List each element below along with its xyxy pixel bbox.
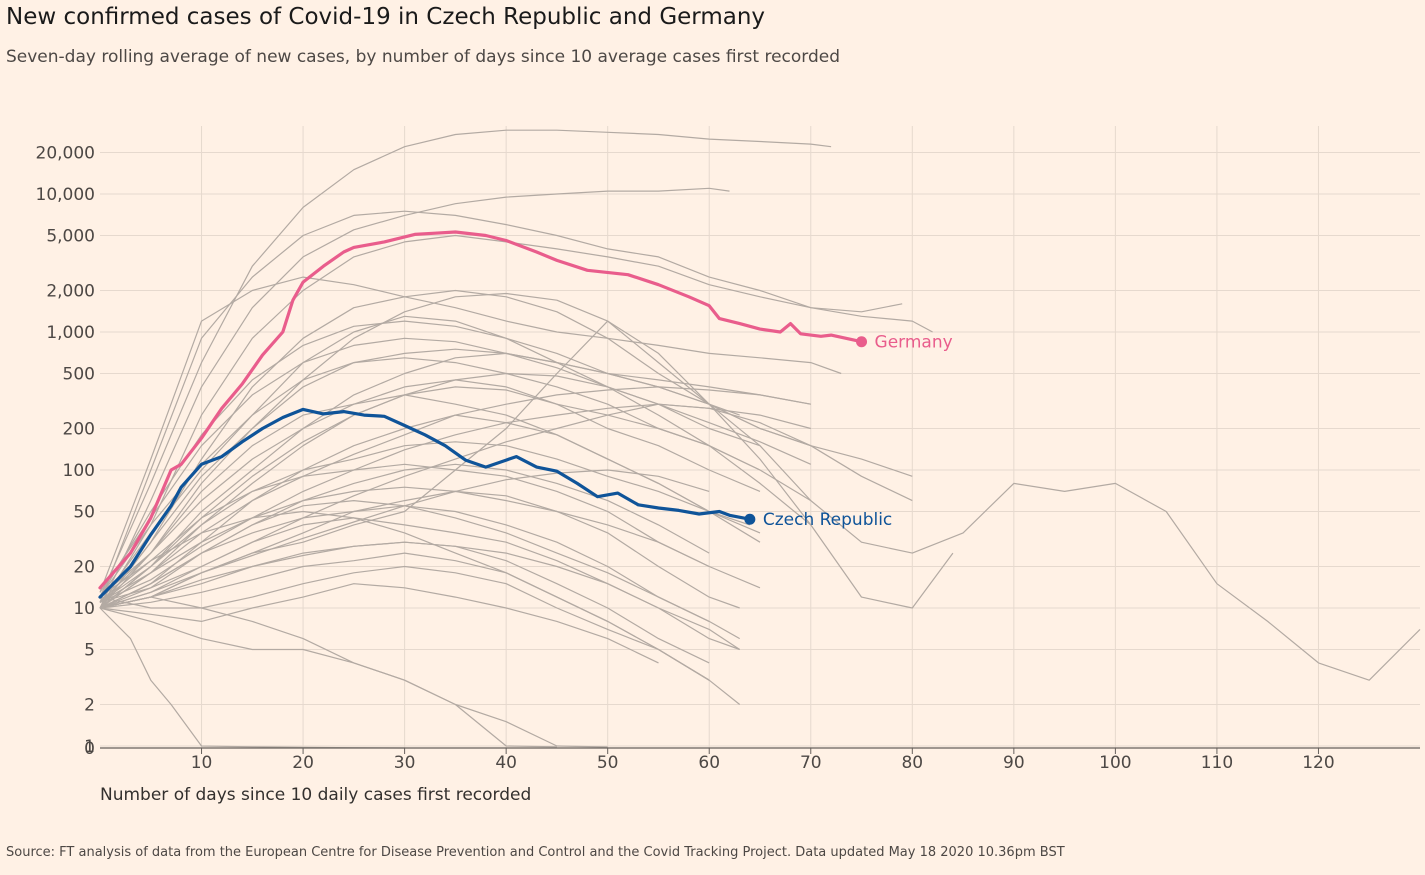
x-tick-label: 60: [698, 753, 720, 773]
grid-lines: [100, 126, 1420, 748]
chart-title: New confirmed cases of Covid-19 in Czech…: [6, 4, 766, 30]
background-country-line: [99, 357, 761, 598]
background-country-line: [99, 386, 811, 609]
background-country-line: [99, 583, 659, 664]
y-tick-label: 1,000: [46, 323, 95, 343]
chart-subtitle: Seven-day rolling average of new cases, …: [6, 47, 841, 67]
germany-label: Germany: [875, 333, 953, 353]
y-tick-label: 2,000: [46, 281, 95, 301]
background-country-line: [99, 386, 761, 609]
y-tick-label: 2: [84, 695, 95, 715]
highlight-lines: Germany Czech Republic: [98, 230, 953, 599]
y-tick-label: 0: [84, 739, 95, 759]
czech-republic-end-marker: [744, 513, 756, 525]
background-country-line: [99, 337, 812, 593]
background-country-line: [99, 372, 761, 609]
background-country-line: [99, 486, 710, 603]
x-tick-label: 20: [292, 753, 314, 773]
y-tick-label: 200: [63, 419, 95, 439]
background-country-line: [99, 129, 832, 598]
y-tick-label: 5: [84, 641, 95, 661]
x-tick-labels: 10 20 30 40 50 60 70 80 90 100 110 120: [191, 753, 1335, 773]
x-tick-label: 100: [1099, 753, 1131, 773]
background-country-line: [99, 210, 933, 603]
background-country-line: [99, 510, 710, 681]
background-country-line: [99, 352, 811, 609]
x-tick-label: 40: [495, 753, 517, 773]
background-country-line: [99, 320, 1421, 681]
background-country-line: [99, 403, 913, 609]
background-country-line: [99, 292, 954, 609]
germany-line: [98, 230, 864, 590]
y-tick-label: 1: [84, 737, 95, 757]
y-tick-label: 20: [73, 557, 95, 577]
germany-end-marker: [856, 336, 868, 348]
source-note: Source: FT analysis of data from the Eur…: [6, 845, 1065, 860]
background-country-line: [99, 276, 842, 593]
x-tick-label: 50: [597, 753, 619, 773]
x-tick-label: 120: [1302, 753, 1334, 773]
x-tick-label: 90: [1003, 753, 1025, 773]
background-country-line: [99, 607, 608, 748]
x-tick-label: 30: [394, 753, 416, 773]
background-country-line: [99, 500, 740, 640]
x-tick-label: 80: [901, 753, 923, 773]
background-country-line: [99, 394, 761, 609]
x-tick-label: 10: [191, 753, 213, 773]
background-country-line: [99, 441, 761, 603]
x-tick-label: 110: [1201, 753, 1233, 773]
background-country-line: [99, 607, 405, 749]
background-country-line: [99, 541, 741, 651]
background-country-line: [99, 187, 730, 609]
y-tick-label: 5,000: [46, 227, 95, 247]
x-tick-label: 70: [800, 753, 822, 773]
y-tick-label: 10,000: [36, 185, 95, 205]
y-tick-label: 500: [63, 365, 95, 385]
y-tick-label: 100: [63, 461, 95, 481]
y-tick-label: 20,000: [36, 143, 95, 163]
background-country-line: [99, 348, 811, 609]
y-tick-label: 10: [73, 599, 95, 619]
background-country-line: [99, 596, 557, 748]
background-country-lines: [99, 129, 1421, 749]
y-tick-labels: 01 2 5 10 20 50 100 200 500 1,000 2,000 5,000 10,000…: [36, 143, 95, 759]
x-axis-title: Number of days since 10 daily cases firs…: [100, 785, 531, 805]
czech-republic-line: [98, 407, 752, 599]
czech-republic-label: Czech Republic: [763, 510, 892, 530]
background-country-line: [99, 315, 812, 603]
y-tick-label: 50: [73, 503, 95, 523]
x-axis: [100, 747, 1420, 754]
